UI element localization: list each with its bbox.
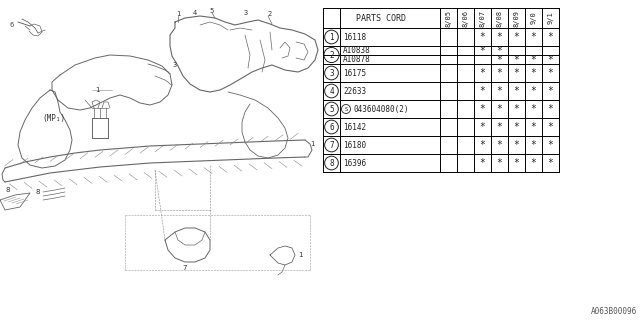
Text: *: * <box>479 68 485 78</box>
Text: *: * <box>513 122 520 132</box>
Text: *: * <box>548 158 554 168</box>
Text: *: * <box>531 86 536 96</box>
Text: PARTS CORD: PARTS CORD <box>356 13 406 22</box>
Text: 16396: 16396 <box>343 158 366 167</box>
Text: *: * <box>531 140 536 150</box>
Text: 9/0: 9/0 <box>531 12 536 24</box>
Text: 2: 2 <box>268 11 272 17</box>
Text: *: * <box>548 54 554 65</box>
Text: *: * <box>513 104 520 114</box>
Text: 3: 3 <box>173 62 177 68</box>
Text: *: * <box>479 32 485 42</box>
Text: *: * <box>513 158 520 168</box>
Text: 1: 1 <box>310 141 314 147</box>
Text: 16175: 16175 <box>343 68 366 77</box>
Text: 1: 1 <box>298 252 303 258</box>
Text: 6: 6 <box>329 123 334 132</box>
Text: *: * <box>548 104 554 114</box>
Text: 3: 3 <box>329 68 334 77</box>
Text: 8: 8 <box>35 189 40 195</box>
Text: S: S <box>344 107 348 111</box>
Text: 9/1: 9/1 <box>547 12 554 24</box>
Text: *: * <box>531 122 536 132</box>
Text: *: * <box>479 45 485 55</box>
Text: *: * <box>513 86 520 96</box>
Text: *: * <box>479 104 485 114</box>
Text: *: * <box>531 68 536 78</box>
Text: *: * <box>531 158 536 168</box>
Text: *: * <box>497 54 502 65</box>
Text: *: * <box>497 140 502 150</box>
Text: 1: 1 <box>329 33 334 42</box>
Text: (MP₁): (MP₁) <box>42 114 65 123</box>
Text: *: * <box>497 32 502 42</box>
Text: *: * <box>513 54 520 65</box>
Text: 16180: 16180 <box>343 140 366 149</box>
Text: 8/09: 8/09 <box>513 10 520 27</box>
Text: 16142: 16142 <box>343 123 366 132</box>
Text: *: * <box>548 140 554 150</box>
Text: *: * <box>497 45 502 55</box>
Text: *: * <box>479 122 485 132</box>
Text: *: * <box>531 54 536 65</box>
Text: *: * <box>548 68 554 78</box>
Text: 5: 5 <box>210 8 214 14</box>
Text: 8/06: 8/06 <box>463 10 468 27</box>
Text: 7: 7 <box>183 265 188 271</box>
Text: A063B00096: A063B00096 <box>591 307 637 316</box>
Text: 8/05: 8/05 <box>445 10 451 27</box>
Text: 8/08: 8/08 <box>497 10 502 27</box>
Text: 6: 6 <box>10 22 14 28</box>
Text: 22633: 22633 <box>343 86 366 95</box>
Text: 043604080(2): 043604080(2) <box>353 105 408 114</box>
Text: 1: 1 <box>95 87 99 93</box>
Text: *: * <box>497 104 502 114</box>
Text: *: * <box>531 32 536 42</box>
Text: *: * <box>497 68 502 78</box>
Text: 2: 2 <box>329 51 334 60</box>
Text: *: * <box>479 158 485 168</box>
Text: 8: 8 <box>5 187 10 193</box>
Text: *: * <box>531 104 536 114</box>
Text: 4: 4 <box>329 86 334 95</box>
Text: *: * <box>548 122 554 132</box>
Text: *: * <box>513 140 520 150</box>
Text: 4: 4 <box>193 10 197 16</box>
Text: *: * <box>513 32 520 42</box>
Text: 8/07: 8/07 <box>479 10 486 27</box>
Text: 1: 1 <box>176 11 180 17</box>
Text: *: * <box>497 158 502 168</box>
Text: 16118: 16118 <box>343 33 366 42</box>
Text: *: * <box>513 68 520 78</box>
Text: *: * <box>479 86 485 96</box>
Text: 8: 8 <box>329 158 334 167</box>
Text: A10878: A10878 <box>343 55 371 64</box>
Text: 7: 7 <box>329 140 334 149</box>
Text: A10838: A10838 <box>343 46 371 55</box>
Text: 3: 3 <box>244 10 248 16</box>
Text: 5: 5 <box>329 105 334 114</box>
Text: *: * <box>479 140 485 150</box>
Text: *: * <box>497 86 502 96</box>
Text: *: * <box>548 86 554 96</box>
Text: *: * <box>548 32 554 42</box>
Text: *: * <box>497 122 502 132</box>
